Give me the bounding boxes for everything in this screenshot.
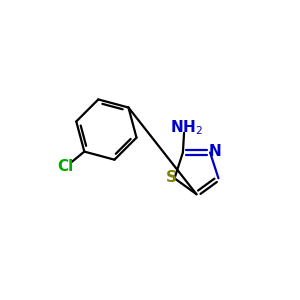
Text: N: N xyxy=(209,145,221,160)
Text: S: S xyxy=(166,170,177,185)
Text: NH$_2$: NH$_2$ xyxy=(170,118,203,137)
Text: Cl: Cl xyxy=(58,159,74,174)
